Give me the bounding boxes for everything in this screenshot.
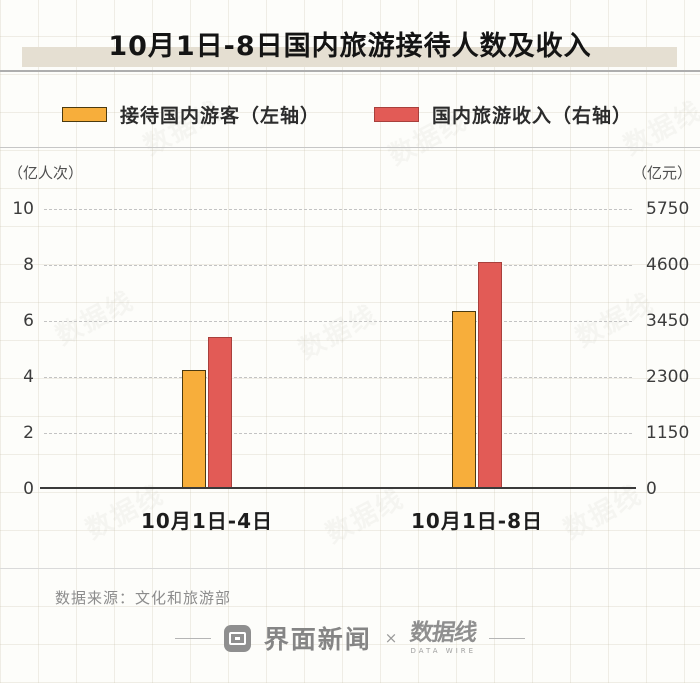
bar-left-group1 (452, 311, 476, 489)
x-axis-category-labels: 10月1日-4日 10月1日-8日 (0, 505, 700, 535)
jiemian-brand-text: 界面新闻 (263, 625, 372, 654)
bar-left-group0 (182, 370, 206, 489)
legend-item-revenue: 国内旅游收入（右轴） (374, 101, 632, 128)
right-axis-tick: 4600 (646, 255, 690, 275)
legend-swatch-visitors-icon (62, 107, 107, 122)
legend-label-visitors: 接待国内游客（左轴） (120, 105, 321, 127)
bar-right-group1 (478, 262, 502, 489)
title-highlight-bar (22, 47, 677, 67)
right-axis-tick: 2300 (646, 367, 690, 387)
right-axis-tick: 1150 (646, 423, 690, 443)
x-axis-baseline (40, 487, 636, 489)
jiemian-logo-icon (223, 624, 251, 652)
left-axis-tick: 2 (23, 423, 34, 443)
legend-item-visitors: 接待国内游客（左轴） (62, 101, 320, 128)
legend-label-revenue: 国内旅游收入（右轴） (432, 105, 633, 127)
page-title: 10月1日-8日国内旅游接待人数及收入 (108, 31, 592, 62)
h-gridline (44, 321, 632, 322)
left-axis-tick: 0 (23, 479, 34, 499)
x-category-label: 10月1日-4日 (141, 509, 273, 533)
legend-swatch-revenue-icon (374, 107, 419, 122)
right-axis-tick: 3450 (646, 311, 690, 331)
divider-above-source (0, 568, 700, 569)
left-axis-unit: （亿人次） (8, 164, 84, 182)
h-gridline (44, 265, 632, 266)
datawire-subtitle: DATA WIRE (410, 646, 477, 655)
right-axis-unit: （亿元） (631, 164, 692, 182)
left-axis-tick: 4 (23, 367, 34, 387)
h-gridline (44, 377, 632, 378)
x-category-label: 10月1日-8日 (411, 509, 543, 533)
brand-separator: × (384, 629, 398, 647)
footer-right-line (489, 637, 526, 639)
left-axis-tick: 10 (12, 199, 34, 219)
divider-under-title (0, 70, 700, 72)
left-axis-tick: 8 (23, 255, 34, 275)
right-axis-tick: 0 (646, 479, 657, 499)
h-gridline (44, 209, 632, 210)
datawire-logo: 数据线 DATA WIRE (408, 619, 479, 655)
datawire-brand-text: 数据线 (408, 619, 479, 646)
right-axis-tick: 5750 (646, 199, 690, 219)
divider-under-legend (0, 147, 700, 148)
left-axis-tick: 6 (23, 311, 34, 331)
footer-brand-row: 界面新闻 × 数据线 DATA WIRE (0, 612, 700, 664)
bar-right-group0 (208, 337, 232, 489)
h-gridline (44, 433, 632, 434)
data-source-note: 数据来源：文化和旅游部 (55, 589, 232, 607)
bar-chart-plot-area: 0 0 2 1150 4 2300 6 3450 8 4600 10 5750 (0, 199, 700, 499)
footer-left-line (174, 637, 211, 639)
